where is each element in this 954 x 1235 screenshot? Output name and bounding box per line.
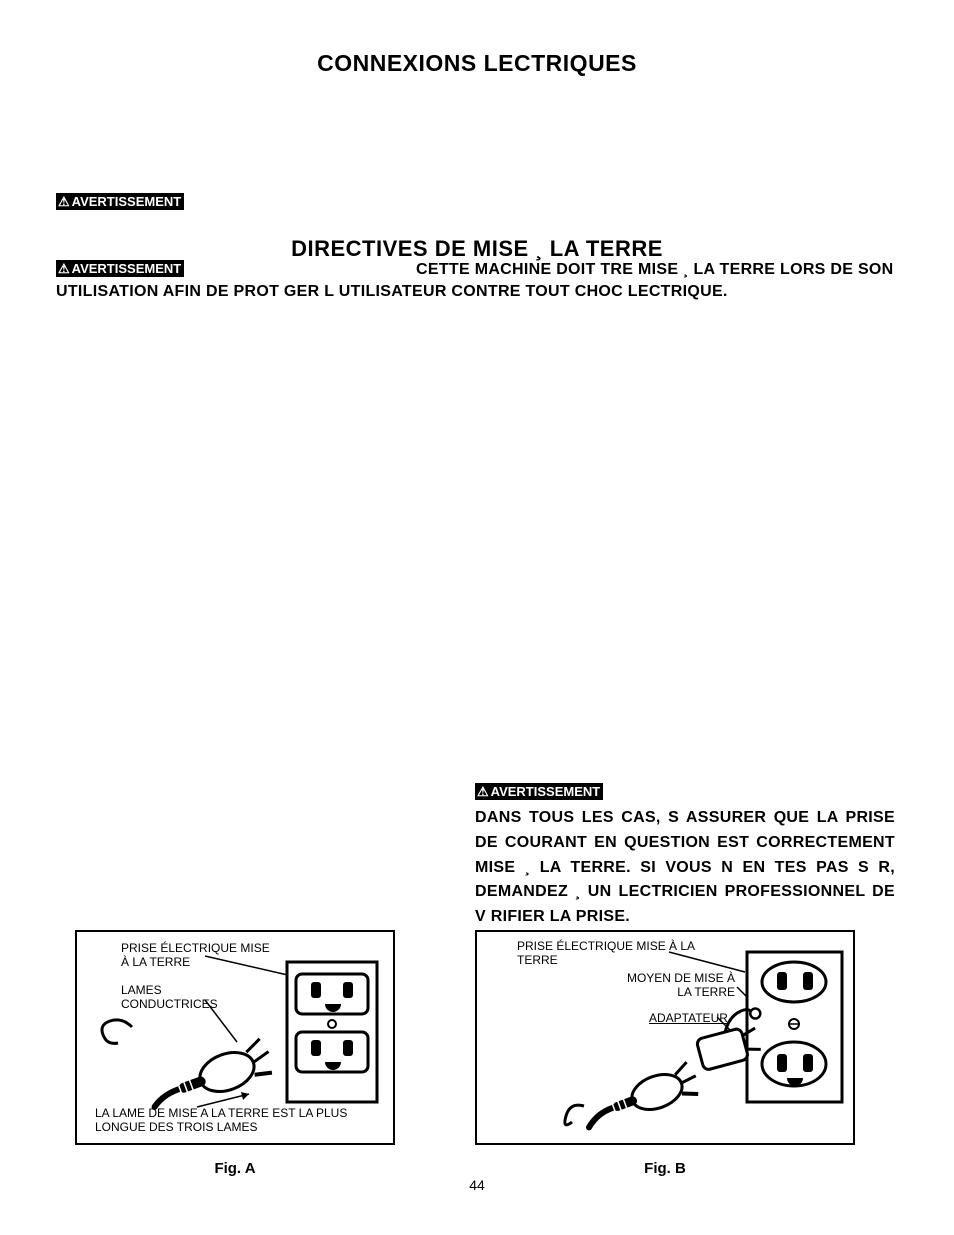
figure-b-svg (477, 932, 853, 1143)
warning-badge-1: AVERTISSEMENT (56, 193, 184, 210)
document-page: CONNEXIONS LECTRIQUES AVERTISSEMENT DIRE… (0, 0, 954, 1235)
figure-a: PRISE ÉLECTRIQUE MISEÀ LA TERRE LAMESCON… (75, 930, 395, 1145)
grounding-text: CETTE MACHINE DOIT TRE MISE ¸ LA TERRE L… (56, 259, 896, 304)
page-title: CONNEXIONS LECTRIQUES (0, 50, 954, 77)
figure-b-caption: Fig. B (475, 1160, 855, 1177)
figure-a-svg (77, 932, 393, 1143)
warning-text: DANS TOUS LES CAS, S ASSURER QUE LA PRIS… (475, 806, 895, 930)
page-number: 44 (0, 1177, 954, 1193)
grounding-body: CETTE MACHINE DOIT TRE MISE ¸ LA TERRE L… (56, 261, 894, 300)
figure-b: PRISE ÉLECTRIQUE MISE À LATERRE MOYEN DE… (475, 930, 855, 1145)
figure-a-caption: Fig. A (75, 1160, 395, 1177)
warning-badge-3: AVERTISSEMENT (475, 783, 603, 800)
